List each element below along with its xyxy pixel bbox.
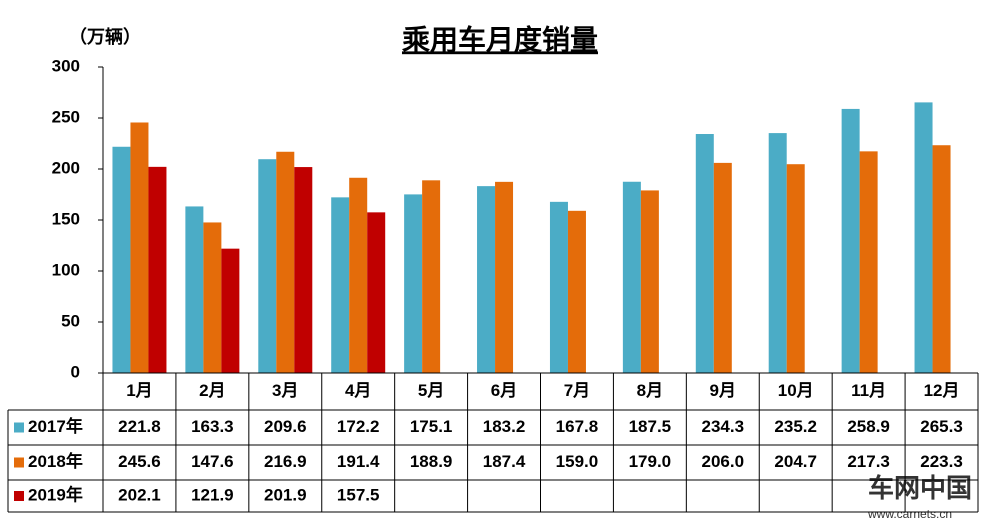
table-cell: 157.5 — [337, 485, 380, 504]
bar — [695, 134, 714, 373]
bar — [148, 166, 167, 373]
chart-title: 乘用车月度销量 — [402, 23, 598, 55]
unit-label: （万辆） — [69, 26, 141, 47]
table-cell: 265.3 — [920, 417, 963, 436]
bar — [567, 210, 586, 373]
bar — [477, 186, 496, 373]
table-cell: 204.7 — [774, 452, 817, 471]
x-tick-label: 12月 — [924, 381, 960, 400]
x-tick-label: 3月 — [272, 381, 298, 400]
legend-label: 2018年 — [28, 451, 83, 471]
table-cell: 221.8 — [118, 417, 161, 436]
bar — [622, 181, 641, 373]
x-tick-label: 9月 — [710, 381, 736, 400]
table-cell: 179.0 — [629, 452, 672, 471]
bar — [276, 151, 295, 373]
x-tick-label: 7月 — [564, 381, 590, 400]
table-cell: 234.3 — [702, 417, 745, 436]
legend-swatch — [14, 491, 24, 501]
table-cell: 187.4 — [483, 452, 526, 471]
bar — [130, 122, 149, 373]
bar — [495, 181, 514, 373]
bar — [203, 222, 222, 373]
legend-swatch — [14, 457, 24, 468]
table-cell: 147.6 — [191, 452, 234, 471]
table-cell: 258.9 — [847, 417, 890, 436]
table-cell: 121.9 — [191, 485, 234, 504]
bar — [294, 167, 313, 373]
table-cell: 163.3 — [191, 417, 234, 436]
legend-label: 2017年 — [28, 416, 83, 436]
bar — [112, 146, 131, 373]
table-cell: 167.8 — [556, 417, 599, 436]
bar — [349, 177, 368, 373]
bar — [841, 108, 860, 373]
x-tick-label: 11月 — [851, 381, 886, 400]
x-tick-label: 6月 — [491, 381, 517, 400]
legend-swatch — [14, 422, 24, 433]
table-cell: 188.9 — [410, 452, 453, 471]
bar — [331, 197, 350, 373]
x-tick-label: 10月 — [778, 381, 814, 400]
bar — [713, 162, 732, 373]
x-tick-label: 5月 — [418, 381, 444, 400]
bar — [258, 159, 277, 373]
bar — [404, 194, 423, 373]
table-cell: 183.2 — [483, 417, 526, 436]
table-cell: 202.1 — [118, 485, 161, 504]
bar — [768, 133, 787, 373]
table-cell: 172.2 — [337, 417, 380, 436]
y-tick-label: 150 — [52, 209, 80, 228]
bar — [859, 151, 878, 373]
watermark-url: www.carnets.cn — [867, 507, 952, 521]
y-tick-label: 300 — [52, 56, 80, 75]
bar — [786, 164, 805, 373]
x-tick-label: 8月 — [637, 381, 663, 400]
y-tick-label: 250 — [52, 107, 80, 126]
y-tick-label: 200 — [52, 158, 80, 177]
x-tick-label: 4月 — [345, 381, 371, 400]
y-tick-label: 50 — [61, 311, 80, 330]
table-cell: 191.4 — [337, 452, 380, 471]
bar — [932, 145, 951, 373]
bar — [914, 102, 933, 374]
table-cell: 217.3 — [847, 452, 890, 471]
x-tick-label: 1月 — [126, 381, 152, 400]
table-cell: 245.6 — [118, 452, 161, 471]
legend-label: 2019年 — [28, 484, 83, 504]
table-cell: 209.6 — [264, 417, 307, 436]
bar — [549, 201, 568, 373]
bar — [640, 190, 659, 373]
table-cell: 175.1 — [410, 417, 453, 436]
bar — [367, 212, 386, 373]
y-tick-label: 0 — [71, 362, 80, 381]
bar — [221, 248, 240, 373]
table-cell: 216.9 — [264, 452, 307, 471]
table-cell: 206.0 — [702, 452, 745, 471]
x-tick-label: 2月 — [199, 381, 225, 400]
table-cell: 187.5 — [629, 417, 672, 436]
bar — [422, 180, 441, 373]
y-tick-label: 100 — [52, 260, 80, 279]
table-cell: 201.9 — [264, 485, 307, 504]
table-cell: 223.3 — [920, 452, 963, 471]
table-cell: 235.2 — [774, 417, 817, 436]
bar — [185, 206, 204, 373]
watermark-brand: 车网中国 — [868, 473, 972, 503]
table-cell: 159.0 — [556, 452, 599, 471]
